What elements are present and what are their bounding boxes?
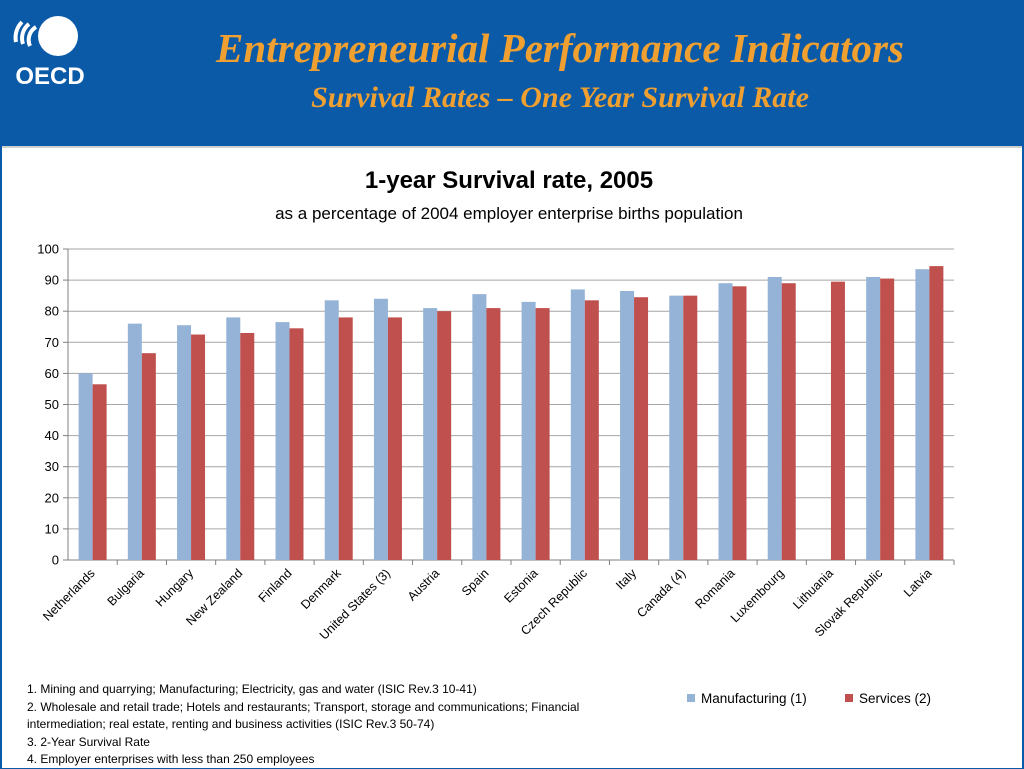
bar-manufacturing — [669, 295, 684, 560]
bar-services — [535, 308, 550, 560]
bar-manufacturing — [767, 276, 782, 560]
bar-services — [191, 334, 206, 560]
x-tick-label: Lithuania — [790, 566, 836, 612]
y-tick-label: 70 — [45, 335, 59, 350]
x-tick-label: Canada (4) — [634, 566, 688, 620]
bars — [78, 266, 944, 560]
bar-chart: 1-year Survival rate, 2005 as a percenta… — [37, 167, 955, 706]
footnote: intermediation; real estate, renting and… — [27, 717, 435, 731]
y-tick-label: 30 — [45, 459, 59, 474]
bar-manufacturing — [226, 317, 241, 560]
x-tick-label: Denmark — [298, 566, 344, 612]
logo-text: OECD — [15, 63, 84, 90]
bar-manufacturing — [866, 276, 881, 560]
bar-manufacturing — [718, 283, 733, 560]
bar-manufacturing — [472, 294, 487, 560]
y-tick-label: 20 — [45, 490, 59, 505]
bar-manufacturing — [275, 322, 290, 560]
bar-services — [141, 353, 156, 560]
bar-services — [880, 278, 895, 560]
bar-manufacturing — [177, 325, 192, 560]
grid — [68, 248, 954, 561]
y-tick-label: 100 — [37, 242, 59, 257]
x-tick-label: Spain — [459, 566, 492, 599]
bar-manufacturing — [127, 323, 142, 560]
bar-services — [634, 297, 649, 560]
bar-services — [584, 300, 599, 560]
legend-label: Services (2) — [859, 691, 931, 706]
bar-services — [486, 308, 501, 560]
y-tick-label: 50 — [45, 397, 59, 412]
footnote: 4. Employer enterprises with less than 2… — [27, 752, 315, 766]
legend-swatch — [845, 694, 853, 702]
x-tick-label: Finland — [256, 566, 295, 605]
x-tick-label: Romania — [692, 566, 737, 611]
x-tick-label: Bulgaria — [105, 566, 147, 608]
bar-services — [781, 283, 796, 560]
bar-manufacturing — [324, 300, 339, 560]
bar-services — [92, 384, 107, 560]
x-tick-label: Latvia — [901, 566, 935, 600]
x-tick-label: Luxembourg — [728, 566, 787, 625]
y-tick-label: 0 — [52, 553, 59, 568]
slide-title: Entrepreneurial Performance Indicators — [216, 25, 904, 71]
bar-manufacturing — [373, 298, 388, 560]
legend: Manufacturing (1) Services (2) — [687, 691, 931, 706]
slide-header: OECD Entrepreneurial Performance Indicat… — [0, 0, 1024, 146]
legend-label: Manufacturing (1) — [701, 691, 807, 706]
footnote: 1. Mining and quarrying; Manufacturing; … — [27, 682, 477, 696]
y-tick-label: 80 — [45, 304, 59, 319]
oecd-logo: OECD — [13, 16, 85, 90]
bar-services — [289, 328, 304, 560]
y-tick-label: 90 — [45, 273, 59, 288]
y-axis: 0 10 20 30 40 50 60 70 80 90 100 — [37, 242, 69, 568]
bar-services — [830, 281, 845, 560]
bar-manufacturing — [78, 373, 93, 560]
x-tick-label: Austria — [405, 566, 442, 603]
x-tick-label: Estonia — [501, 566, 540, 605]
chart-subtitle: as a percentage of 2004 employer enterpr… — [275, 204, 743, 223]
bar-services — [683, 295, 698, 560]
x-tick-label: Hungary — [153, 566, 197, 610]
bar-services — [240, 332, 255, 560]
bar-services — [387, 317, 402, 560]
bar-manufacturing — [570, 289, 585, 560]
chart-title: 1-year Survival rate, 2005 — [365, 167, 653, 194]
footnote: 3. 2-Year Survival Rate — [27, 734, 150, 749]
y-tick-label: 10 — [45, 521, 59, 536]
bar-manufacturing — [423, 308, 438, 560]
bar-manufacturing — [620, 290, 635, 560]
bar-services — [732, 286, 747, 560]
bar-services — [929, 266, 944, 560]
slide-subtitle: Survival Rates – One Year Survival Rate — [311, 81, 809, 114]
bar-manufacturing — [521, 301, 536, 560]
y-tick-label: 40 — [45, 428, 59, 443]
bar-manufacturing — [915, 269, 930, 560]
bar-services — [437, 311, 452, 560]
x-tick-label: Italy — [613, 566, 640, 593]
legend-swatch — [687, 694, 695, 702]
footnotes: 1. Mining and quarrying; Manufacturing; … — [27, 681, 667, 769]
bar-services — [338, 317, 353, 560]
footnote: 2. Wholesale and retail trade; Hotels an… — [27, 699, 580, 714]
y-tick-label: 60 — [45, 366, 59, 381]
x-tick-label: Netherlands — [40, 566, 98, 624]
chart-panel: 1-year Survival rate, 2005 as a percenta… — [2, 146, 1022, 768]
